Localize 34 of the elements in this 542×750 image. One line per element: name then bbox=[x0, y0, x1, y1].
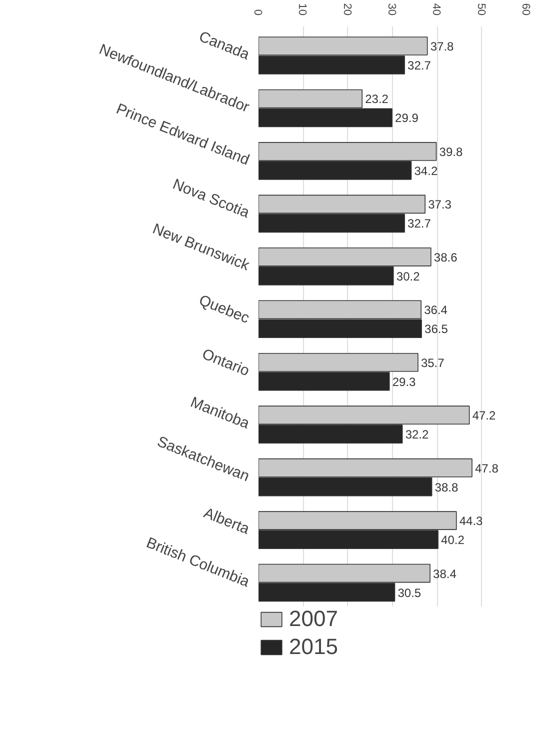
data-label: 47.8 bbox=[475, 461, 499, 476]
data-label: 36.4 bbox=[424, 303, 448, 318]
data-label: 35.7 bbox=[420, 356, 445, 370]
x-tick-label: 40 bbox=[430, 3, 442, 16]
data-label: 23.2 bbox=[365, 92, 389, 106]
data-label: 32.7 bbox=[408, 216, 432, 231]
x-tick-label: 10 bbox=[296, 3, 308, 16]
x-tick-label: 0 bbox=[252, 9, 264, 16]
data-label: 29.3 bbox=[392, 374, 416, 389]
data-label: 32.2 bbox=[405, 428, 430, 442]
x-tick-label: 20 bbox=[340, 3, 353, 16]
data-label: 38.4 bbox=[433, 566, 457, 581]
legend-label: 2015 bbox=[289, 634, 338, 660]
data-label: 32.7 bbox=[408, 58, 432, 72]
x-tick-label: 30 bbox=[386, 3, 398, 16]
data-label: 37.8 bbox=[430, 40, 454, 54]
x-tick-label: 60 bbox=[520, 3, 532, 16]
data-label: 30.5 bbox=[398, 586, 422, 600]
data-label: 44.3 bbox=[459, 514, 484, 528]
data-label: 47.2 bbox=[472, 408, 496, 423]
data-label: 38.8 bbox=[434, 480, 458, 494]
y-tick-label: Ontario bbox=[200, 346, 252, 380]
data-label: 34.2 bbox=[414, 164, 438, 178]
y-tick-label: Alberta bbox=[201, 504, 252, 538]
data-label: 29.9 bbox=[395, 111, 419, 126]
legend-label: 2007 bbox=[289, 606, 338, 632]
data-label: 37.3 bbox=[428, 198, 452, 212]
x-tick-label: 50 bbox=[474, 3, 487, 16]
data-label: 30.2 bbox=[396, 269, 420, 284]
data-label: 36.5 bbox=[424, 322, 448, 336]
data-label: 39.8 bbox=[439, 144, 463, 159]
data-label: 40.2 bbox=[441, 533, 465, 548]
data-label: 38.6 bbox=[434, 250, 458, 264]
y-tick-label: Nova Scotia bbox=[170, 176, 252, 222]
